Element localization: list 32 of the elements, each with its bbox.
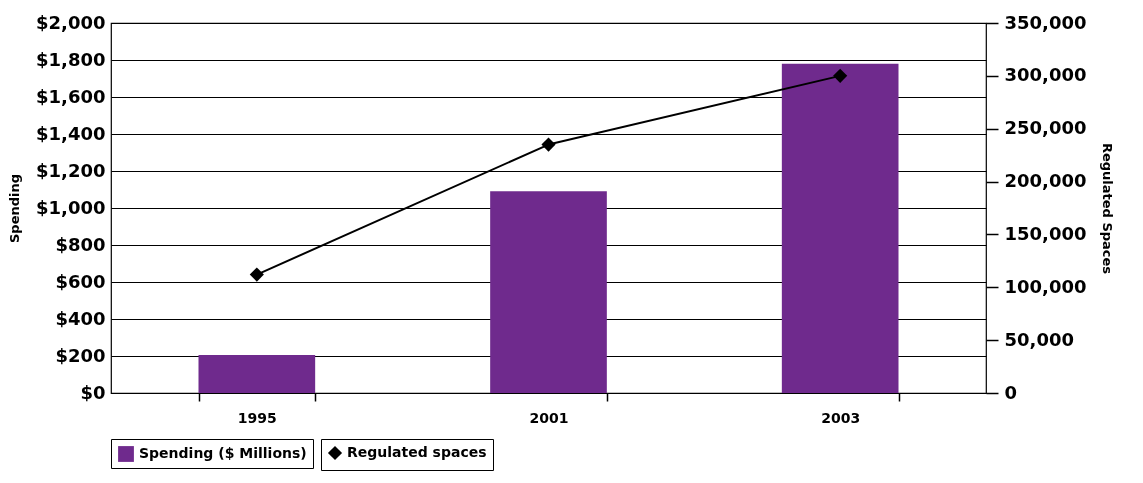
bar <box>781 63 899 393</box>
y-tick-label: $1,400 <box>36 122 106 144</box>
y2-tick-label: 50,000 <box>1004 328 1074 350</box>
y-tick-label: $1,600 <box>36 85 106 107</box>
point <box>249 267 264 282</box>
y2-tick-label: 250,000 <box>1004 117 1087 139</box>
point <box>541 137 556 152</box>
y2-tick-label: 300,000 <box>1004 64 1087 86</box>
legend-label: Spending ($ Millions) <box>139 445 307 461</box>
y-tick-label: $1,800 <box>36 48 106 70</box>
y-tick-label: $400 <box>55 307 106 329</box>
legend-label: Regulated spaces <box>347 444 487 460</box>
y2-axis-title: Regulated Spaces <box>1100 142 1116 275</box>
y2-tick-label: 100,000 <box>1004 275 1087 297</box>
y2-tick-label: 350,000 <box>1004 11 1087 33</box>
bar <box>198 355 316 393</box>
x-tick-label: 1995 <box>237 409 277 426</box>
y-tick-label: $600 <box>55 270 106 292</box>
y-tick-label: $0 <box>80 381 106 403</box>
y-axis-title: Spending <box>7 173 23 244</box>
y-tick-label: $200 <box>55 344 106 366</box>
y2-tick-label: 200,000 <box>1004 170 1087 192</box>
y-tick-label: $2,000 <box>36 11 106 33</box>
y2-tick-label: 0 <box>1004 381 1018 403</box>
y-tick-label: $800 <box>55 233 106 255</box>
x-tick-label: 2003 <box>821 409 861 426</box>
y2-tick-label: 150,000 <box>1004 222 1087 244</box>
bar <box>490 191 607 393</box>
y-tick-label: $1,200 <box>36 159 106 181</box>
x-tick-label: 2001 <box>529 409 569 426</box>
point <box>833 68 848 83</box>
y-tick-label: $1,000 <box>36 196 106 218</box>
